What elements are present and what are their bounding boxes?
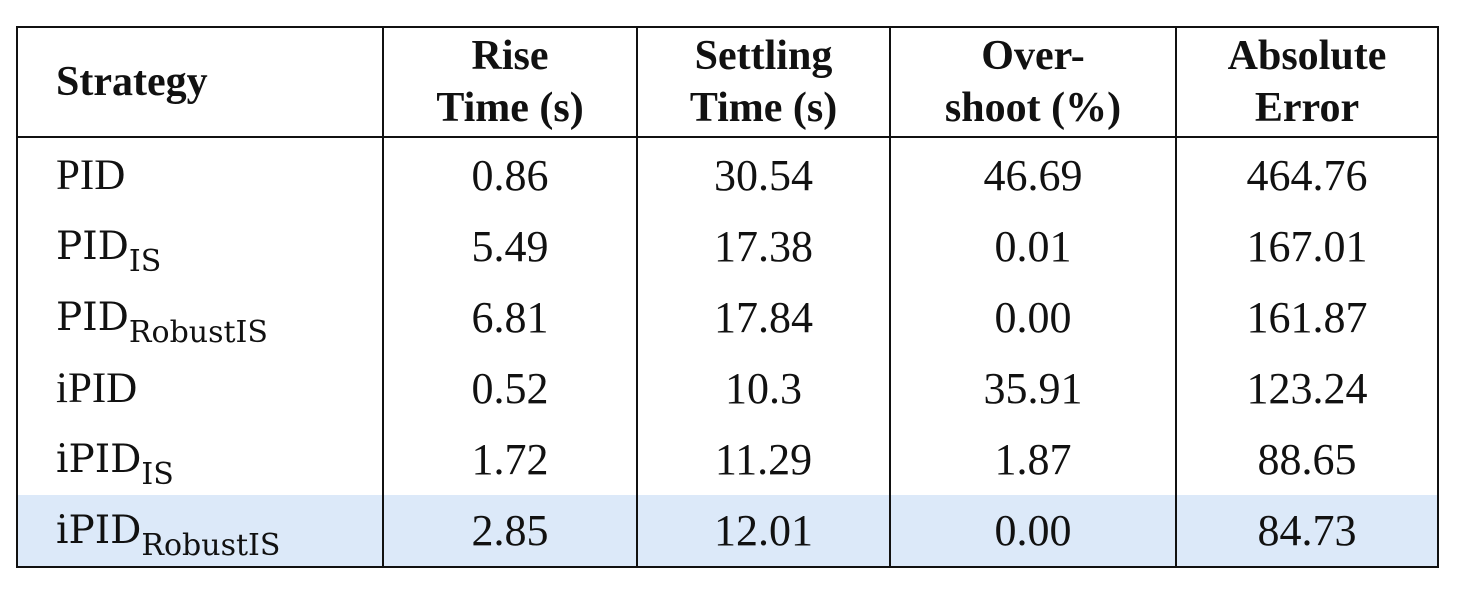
absolute-error-cell: 123.24 (1176, 353, 1439, 424)
header-row: Strategy Rise Time (s) Settling Time (s)… (17, 27, 1439, 138)
settling-time-cell: 10.3 (637, 353, 891, 424)
rise-time-cell: 0.86 (383, 137, 638, 211)
header-absolute-error: Absolute Error (1176, 27, 1439, 138)
settling-time-cell: 17.38 (637, 211, 891, 282)
overshoot-cell: 0.00 (890, 495, 1177, 567)
rise-time-cell: 0.52 (383, 353, 638, 424)
header-rise-time: Rise Time (s) (383, 27, 638, 138)
table-row-ipid-robustis-highlighted: iPIDRobustIS 2.85 12.01 0.00 84.73 (17, 495, 1439, 567)
results-table: Strategy Rise Time (s) Settling Time (s)… (16, 26, 1439, 568)
strategy-subscript: IS (128, 244, 162, 279)
absolute-error-cell: 161.87 (1176, 282, 1439, 353)
overshoot-cell: 0.01 (890, 211, 1177, 282)
absolute-error-cell: 88.65 (1176, 424, 1439, 495)
header-strategy: Strategy (17, 27, 384, 138)
overshoot-cell: 46.69 (890, 137, 1177, 211)
header-settling-time: Settling Time (s) (637, 27, 891, 138)
strategy-cell: PID (17, 137, 384, 211)
table-row-pid: PID 0.86 30.54 46.69 464.76 (17, 137, 1439, 211)
strategy-subscript: RobustIS (128, 315, 268, 350)
strategy-subscript: RobustIS (141, 528, 281, 563)
strategy-cell: PIDIS (17, 211, 384, 282)
overshoot-cell: 35.91 (890, 353, 1177, 424)
absolute-error-cell: 464.76 (1176, 137, 1439, 211)
rise-time-cell: 5.49 (383, 211, 638, 282)
strategy-cell: PIDRobustIS (17, 282, 384, 353)
strategy-cell: iPIDRobustIS (17, 495, 384, 567)
settling-time-cell: 12.01 (637, 495, 891, 567)
strategy-subscript: IS (141, 457, 174, 492)
strategy-cell: iPID (17, 353, 384, 424)
settling-time-cell: 11.29 (637, 424, 891, 495)
overshoot-cell: 1.87 (890, 424, 1177, 495)
absolute-error-cell: 167.01 (1176, 211, 1439, 282)
rise-time-cell: 1.72 (383, 424, 638, 495)
table-row-ipid-is: iPIDIS 1.72 11.29 1.87 88.65 (17, 424, 1439, 495)
rise-time-cell: 6.81 (383, 282, 638, 353)
strategy-cell: iPIDIS (17, 424, 384, 495)
settling-time-cell: 17.84 (637, 282, 891, 353)
absolute-error-cell: 84.73 (1176, 495, 1439, 567)
header-overshoot: Over- shoot (%) (890, 27, 1177, 138)
settling-time-cell: 30.54 (637, 137, 891, 211)
rise-time-cell: 2.85 (383, 495, 638, 567)
table-row-ipid: iPID 0.52 10.3 35.91 123.24 (17, 353, 1439, 424)
table-row-pid-is: PIDIS 5.49 17.38 0.01 167.01 (17, 211, 1439, 282)
table-row-pid-robustis: PIDRobustIS 6.81 17.84 0.00 161.87 (17, 282, 1439, 353)
overshoot-cell: 0.00 (890, 282, 1177, 353)
